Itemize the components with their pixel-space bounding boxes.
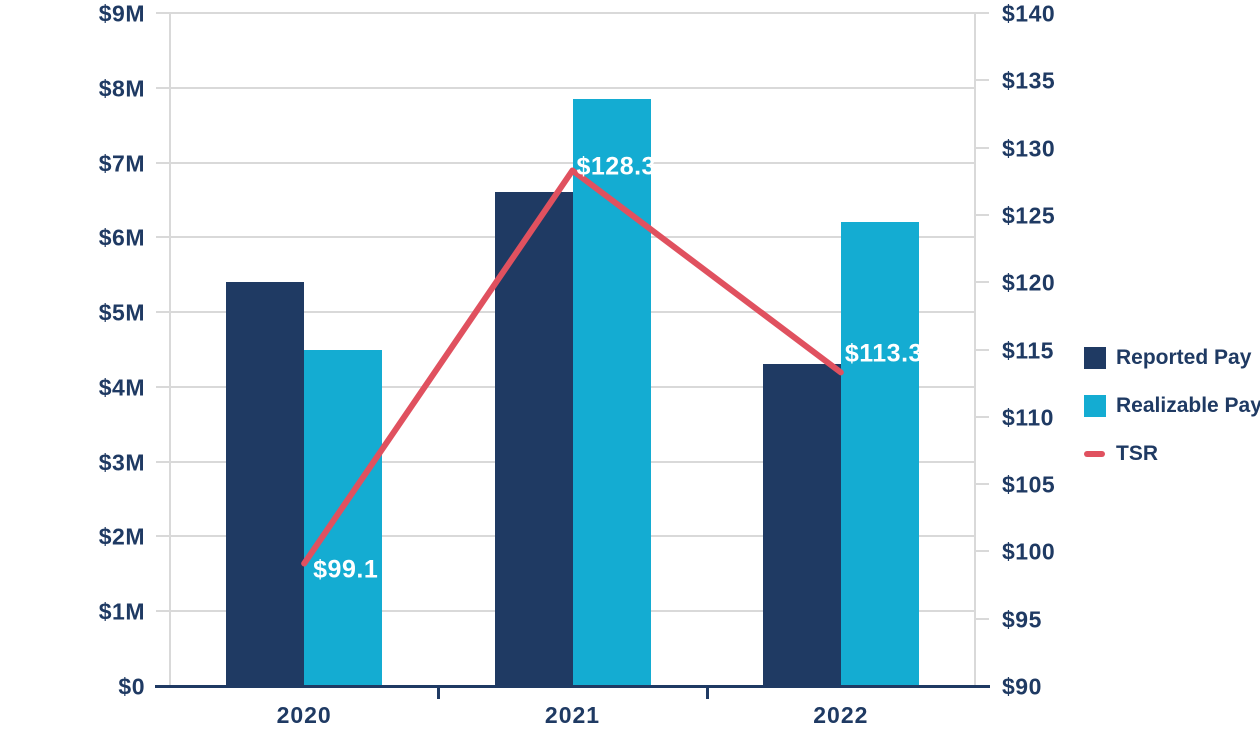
legend-line-swatch [1084,451,1105,457]
tsr-point-label: $99.1 [313,555,379,583]
legend-item-realizable-pay: Realizable Pay [1084,394,1260,417]
left-axis-tick [156,86,170,89]
pay-axis-label: $7M [98,150,145,177]
plot-border-left [169,13,171,686]
category-label: 2021 [544,702,601,728]
tsr-axis-label: $140 [1002,0,1056,27]
legend-label: TSR [1116,442,1158,465]
legend-item-reported-pay: Reported Pay [1084,346,1260,369]
x-axis-tick [437,686,441,699]
pay-axis-label: $2M [98,523,145,550]
left-axis-tick [156,385,170,388]
left-axis-tick [156,236,170,239]
tsr-axis-tick [975,348,989,351]
category-label: 2022 [813,702,869,728]
legend-label: Reported Pay [1116,346,1252,369]
tsr-point-label: $113.3 [844,339,923,368]
bar-reported-pay [494,192,573,686]
left-axis-tick [156,535,170,538]
pay-axis-label: $1M [98,598,145,625]
category-label: 2020 [276,702,332,728]
gridline-horizontal [170,86,975,89]
tsr-axis-label: $135 [1002,67,1056,94]
legend-item-tsr: TSR [1084,442,1260,465]
tsr-axis-tick [975,146,989,149]
left-axis-tick [156,460,170,463]
legend-square-swatch [1084,395,1106,417]
tsr-axis-tick [975,617,989,620]
left-axis-tick [156,12,170,14]
tsr-axis-tick [975,415,989,418]
tsr-axis-label: $90 [1002,673,1042,700]
bar-reported-pay [762,364,841,686]
tsr-axis-tick [975,12,989,14]
tsr-axis-tick [975,550,989,553]
pay-axis-label: $3M [98,449,145,476]
left-axis-tick [156,610,170,613]
tsr-axis-label: $105 [1002,471,1056,498]
tsr-axis-label: $130 [1002,135,1056,162]
legend-label: Realizable Pay [1116,394,1260,417]
tsr-axis-label: $120 [1002,269,1056,296]
pay-axis-label: $4M [98,374,145,401]
tsr-axis-label: $125 [1002,202,1056,229]
tsr-axis-tick [975,281,989,284]
pay-axis-label: $0 [118,673,145,700]
tsr-axis-tick [975,213,989,216]
bar-realizable-pay [840,222,919,686]
legend-square-swatch [1084,347,1106,369]
pay-axis-label: $5M [98,299,145,326]
tsr-point-label: $128.3 [576,152,656,181]
tsr-axis-label: $110 [1002,404,1054,431]
tsr-axis-label: $115 [1002,337,1054,363]
tsr-axis-label: $95 [1002,606,1042,633]
tsr-axis-tick [975,79,989,82]
bar-realizable-pay [304,349,383,686]
left-axis-tick [156,161,170,164]
x-axis-line [155,685,990,688]
x-axis-tick [705,686,709,699]
gridline-horizontal [170,12,975,14]
bar-reported-pay [226,282,305,686]
bar-realizable-pay [572,98,651,686]
left-axis-tick [156,311,170,314]
tsr-axis-tick [975,483,989,486]
tsr-axis-label: $100 [1002,538,1056,565]
pay-axis-label: $6M [98,224,145,251]
legend: Reported Pay Realizable Pay TSR [1084,346,1260,465]
pay-axis-label: $8M [98,75,145,102]
pay-axis-label: $9M [98,0,145,27]
